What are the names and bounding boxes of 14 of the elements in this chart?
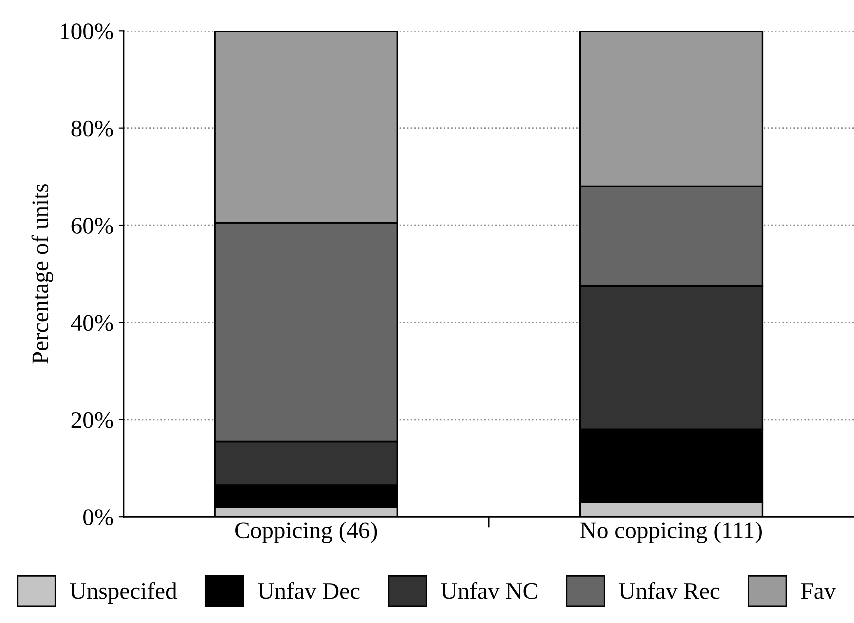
legend-label: Fav	[801, 584, 836, 600]
x-tick-label: No coppicing (111)	[580, 522, 762, 544]
x-tick-label: Coppicing (46)	[236, 522, 378, 544]
y-tick-label: 60%	[72, 218, 114, 234]
y-tick-label: 40%	[71, 315, 114, 332]
y-tick-label: 100%	[61, 24, 114, 40]
y-axis-title: Percentage of units	[32, 184, 54, 364]
legend-label: Unfav Rec	[619, 582, 720, 600]
legend-label: Unspecifed	[70, 582, 178, 604]
legend-label: Unfav Dec	[258, 582, 360, 600]
legend-label: Unfav NC	[441, 582, 538, 600]
y-tick-label: 80%	[72, 120, 114, 137]
y-tick-label: 20%	[72, 412, 114, 428]
y-tick-label: 0%	[84, 510, 114, 526]
